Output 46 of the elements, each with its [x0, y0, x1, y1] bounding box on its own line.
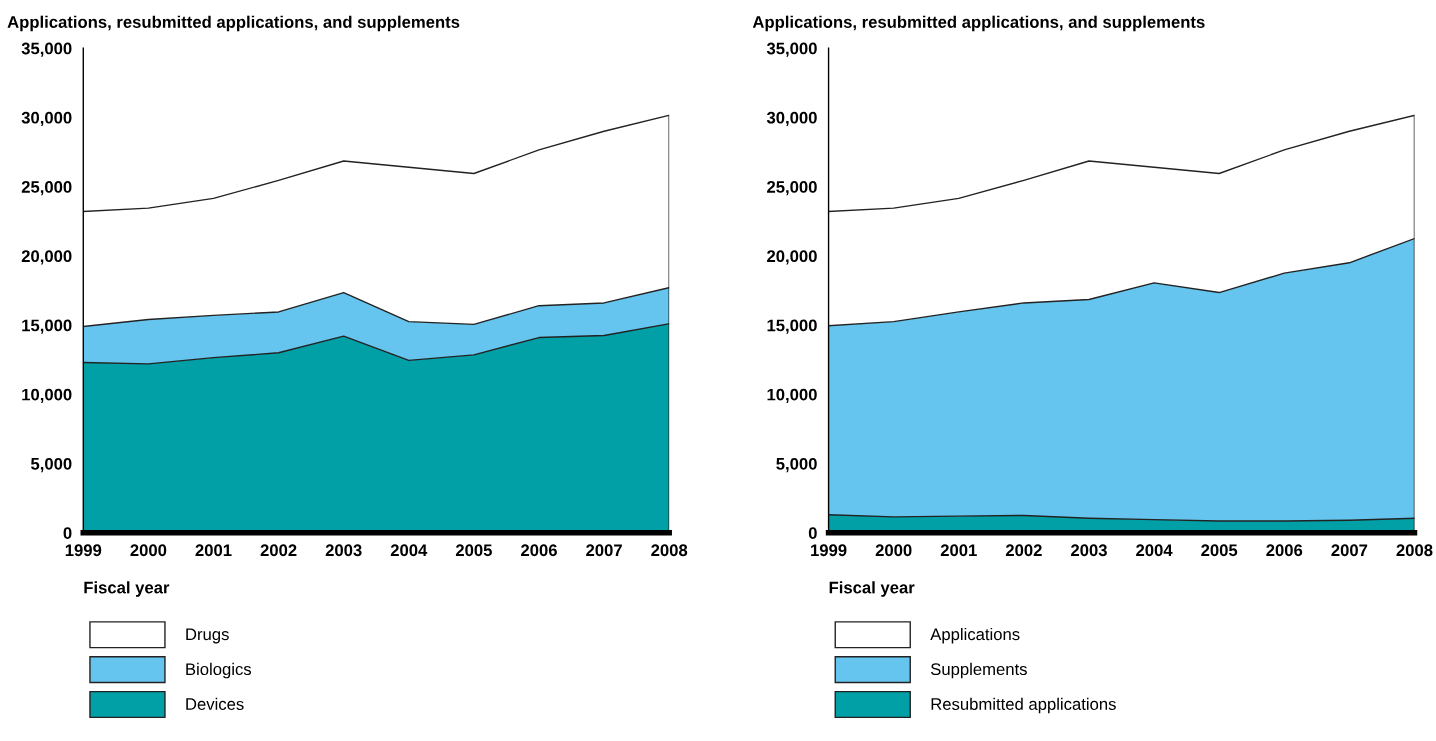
x-tick-label: 2001 — [940, 544, 977, 557]
x-tick-label: 2005 — [455, 544, 492, 557]
legend-label: Devices — [186, 697, 244, 710]
y-tick-label: 25,000 — [767, 181, 817, 196]
x-tick-label: 1999 — [811, 544, 847, 557]
y-tick-label: 10,000 — [22, 388, 72, 403]
y-axis-title: Applications, resubmitted applications, and supplements — [7, 15, 460, 32]
legend-label: Supplements — [931, 662, 1027, 679]
x-tick-label: 2000 — [130, 544, 167, 557]
x-tick-label: 1999 — [65, 544, 102, 557]
y-tick-label: 35,000 — [21, 42, 72, 57]
y-tick-label: 20,000 — [21, 250, 72, 265]
y-tick-label: 20,000 — [767, 250, 817, 265]
x-tick-label: 2003 — [325, 544, 362, 557]
y-tick-label: 0 — [808, 527, 817, 539]
x-tick-label: 2004 — [1136, 544, 1173, 557]
legend-label: Resubmitted applications — [931, 697, 1116, 714]
x-tick-label: 2007 — [586, 544, 622, 557]
y-tick-label: 30,000 — [21, 111, 72, 127]
legend-label: Biologics — [186, 662, 252, 679]
x-tick-label: 2007 — [1331, 544, 1368, 557]
y-tick-label: 5,000 — [30, 457, 72, 473]
x-tick-label: 2005 — [1201, 544, 1238, 557]
x-tick-label: 2006 — [521, 544, 557, 557]
y-axis-title: Applications, resubmitted applications, and supplements — [752, 15, 1205, 32]
x-tick-label: 2004 — [390, 544, 428, 557]
y-tick-label: 15,000 — [22, 319, 72, 334]
y-tick-label: 5,000 — [776, 457, 817, 473]
x-tick-label: 2002 — [1005, 544, 1042, 557]
x-axis-title: Fiscal year — [829, 581, 915, 597]
y-tick-label: 35,000 — [766, 42, 817, 57]
x-tick-label: 2006 — [1266, 544, 1303, 557]
y-tick-label: 10,000 — [767, 388, 817, 403]
y-tick-label: 15,000 — [767, 319, 817, 334]
y-tick-label: 0 — [63, 527, 72, 539]
x-tick-label: 2003 — [1071, 544, 1107, 557]
x-axis-title: Fiscal year — [84, 581, 170, 597]
x-tick-label: 2002 — [260, 544, 297, 557]
x-tick-label: 2008 — [1396, 544, 1433, 557]
x-tick-label: 2000 — [875, 544, 912, 557]
x-tick-label: 2008 — [651, 544, 688, 557]
x-tick-label: 2001 — [195, 544, 232, 557]
legend-label: Applications — [930, 627, 1020, 644]
y-tick-label: 25,000 — [21, 181, 72, 196]
y-tick-label: 30,000 — [766, 111, 817, 127]
legend-label: Drugs — [186, 628, 229, 644]
